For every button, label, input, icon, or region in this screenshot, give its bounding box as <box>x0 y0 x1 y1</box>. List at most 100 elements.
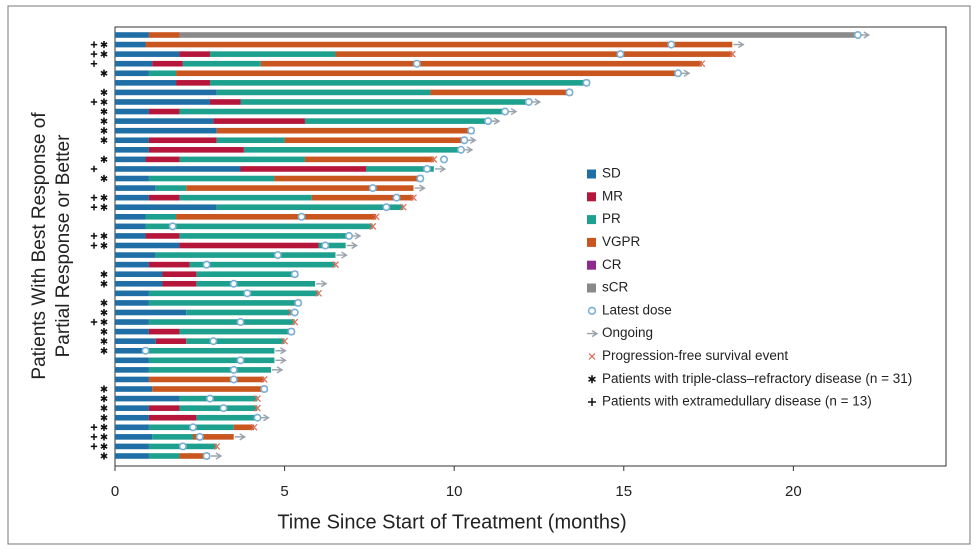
response-segment <box>430 89 570 96</box>
latest-dose <box>229 375 238 384</box>
x-tick-label: 20 <box>785 483 802 500</box>
pfs-event <box>281 337 289 345</box>
tcr-marker <box>100 136 108 144</box>
latest-dose <box>229 365 238 374</box>
tcr-marker <box>100 88 108 97</box>
response-segment <box>115 405 149 411</box>
legend-label: SD <box>602 166 621 181</box>
legend-label: Patients with extramedullary disease (n … <box>602 394 872 409</box>
response-segment <box>189 261 336 268</box>
ongoing-arrow <box>733 40 745 49</box>
latest-dose <box>456 145 465 154</box>
x-axis-label: Time Since Start of Treatment (months) <box>277 511 626 533</box>
response-segment <box>115 41 146 48</box>
tcr-marker <box>100 318 108 326</box>
response-segment <box>115 414 149 421</box>
ongoing-arrow <box>346 241 359 250</box>
legend-label: PR <box>602 211 621 226</box>
response-segment <box>148 319 295 325</box>
response-segment <box>216 137 285 144</box>
latest-dose <box>565 88 574 97</box>
tcr-marker <box>100 433 108 441</box>
extramedullary-marker <box>90 98 98 106</box>
latest-dose <box>297 212 306 221</box>
response-segment <box>115 347 146 354</box>
ongoing-arrow <box>210 452 223 460</box>
response-segment <box>179 395 258 402</box>
response-segment <box>115 127 217 134</box>
response-segment <box>216 89 431 96</box>
tcr-marker <box>100 414 108 422</box>
response-segment <box>145 213 177 220</box>
ongoing-arrow <box>275 356 287 364</box>
pfs-event <box>260 375 268 383</box>
response-segment <box>155 338 187 344</box>
tcr-marker <box>100 98 108 106</box>
latest-dose <box>273 251 282 260</box>
response-segment <box>148 70 177 77</box>
pfs-event <box>430 155 438 163</box>
response-segment <box>148 137 217 144</box>
response-segment <box>179 51 210 57</box>
legend-swatch <box>587 215 596 225</box>
x-tick-label: 10 <box>446 483 463 500</box>
legend-swatch <box>587 169 596 179</box>
response-segment <box>148 357 275 364</box>
tcr-marker <box>100 107 108 116</box>
tcr-marker <box>100 328 108 336</box>
response-segment <box>115 51 180 57</box>
response-segment <box>186 309 292 316</box>
response-segment <box>216 204 404 211</box>
pfs-event <box>332 261 339 269</box>
tcr-marker <box>100 174 108 183</box>
legend-label: Ongoing <box>602 325 653 340</box>
latest-dose <box>168 222 177 231</box>
response-segment <box>148 414 197 421</box>
tcr-marker <box>100 127 108 135</box>
response-segment <box>145 156 180 163</box>
latest-dose <box>229 279 238 288</box>
response-segment <box>115 367 149 373</box>
x-tick-label: 5 <box>280 483 288 500</box>
extramedullary-marker <box>90 242 98 249</box>
response-segment <box>365 166 434 172</box>
response-segment <box>115 233 146 239</box>
response-segment <box>179 328 292 335</box>
latest-dose <box>195 432 204 441</box>
response-segment <box>155 252 336 258</box>
response-segment <box>115 223 146 230</box>
pfs-event <box>213 442 221 450</box>
tcr-marker <box>100 394 108 403</box>
response-segment <box>148 32 180 38</box>
response-segment <box>179 32 858 38</box>
response-segment <box>196 280 316 287</box>
response-segment <box>115 70 149 77</box>
extramedullary-marker <box>90 232 98 240</box>
response-segment <box>152 386 265 392</box>
tcr-marker <box>100 270 108 278</box>
tcr-marker <box>100 232 108 240</box>
latest-dose <box>616 50 625 59</box>
response-segment <box>148 175 275 182</box>
response-segment <box>145 41 733 48</box>
latest-dose <box>219 404 228 413</box>
response-segment <box>115 89 217 96</box>
response-segment <box>155 185 187 191</box>
response-segment <box>179 242 319 249</box>
response-segment <box>216 127 472 134</box>
latest-dose <box>853 30 862 39</box>
response-segment <box>115 137 149 144</box>
legend-label: CR <box>602 257 622 272</box>
tcr-marker <box>100 385 108 393</box>
tcr-marker <box>100 404 108 412</box>
extramedullary-marker <box>90 443 98 450</box>
tcr-marker <box>100 117 108 125</box>
legend-label: Latest dose <box>602 302 672 317</box>
extramedullary-marker <box>90 60 98 67</box>
pfs-event <box>315 289 322 297</box>
latest-dose <box>243 289 252 298</box>
ongoing-arrow <box>414 184 426 192</box>
tcr-marker <box>100 241 108 250</box>
response-segment <box>148 367 272 373</box>
latest-dose <box>321 241 330 250</box>
